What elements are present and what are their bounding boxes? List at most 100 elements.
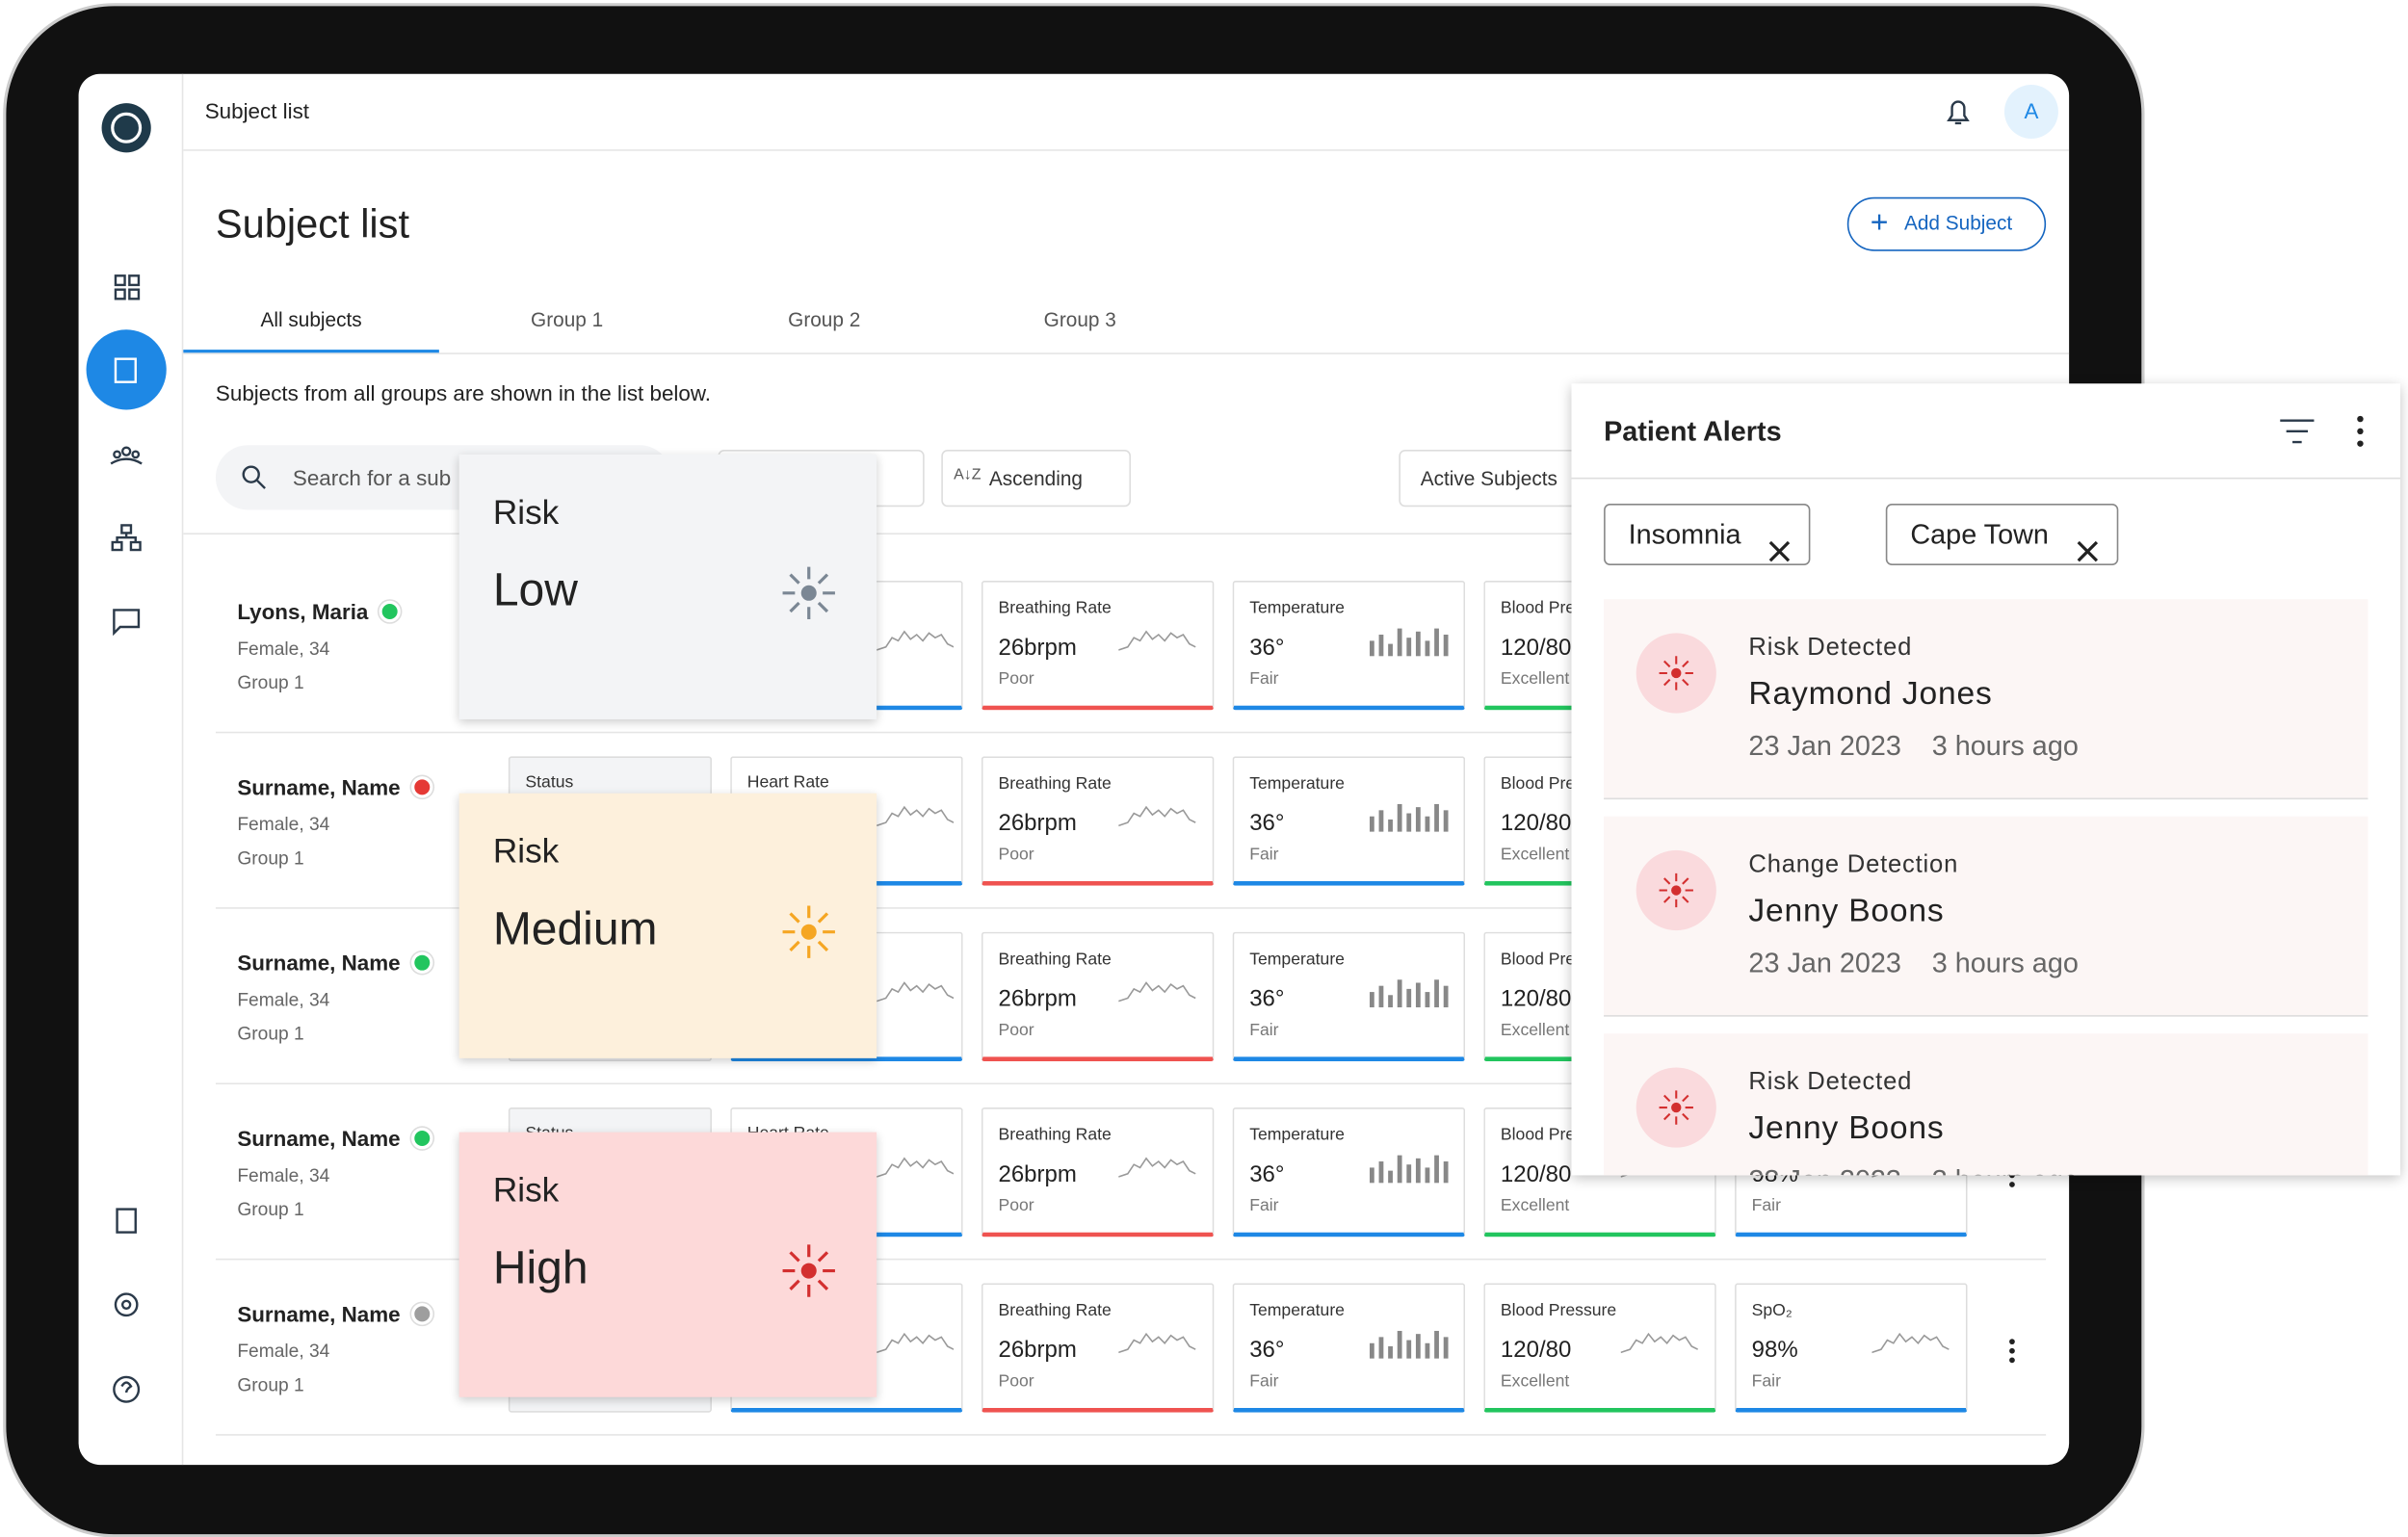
add-icon: + (1870, 206, 1889, 241)
metric-card[interactable]: Blood Pressure 120/80 Excellent (1483, 1283, 1716, 1413)
alert-type: Change Detection (1748, 851, 1959, 878)
metric-card[interactable]: Breathing Rate 26brpm Poor (981, 1107, 1215, 1237)
alert-date: 23 Jan 2023 (1748, 730, 1901, 762)
metric-card[interactable]: Temperature 36° Fair (1232, 931, 1466, 1062)
alert-name: Jenny Boons (1748, 1110, 1945, 1147)
sparkline-graphic (876, 981, 955, 1003)
metric-value: 36° (1249, 810, 1285, 837)
chip-remove (1768, 524, 1791, 583)
avatar[interactable]: A (2003, 84, 2058, 139)
metric-label: Temperature (1249, 599, 1345, 618)
metric-value: 26brpm (998, 810, 1077, 837)
metric-rating: Poor (998, 1372, 1034, 1392)
sparkline (1117, 1328, 1201, 1367)
nav-subjects-active[interactable] (86, 329, 167, 410)
risk-label: Risk (492, 831, 560, 871)
subject-group: Group 1 (237, 1198, 304, 1220)
metric-value: 26brpm (998, 1161, 1077, 1188)
metric-label: Breathing Rate (998, 774, 1112, 794)
top-bar-title: Subject list (204, 98, 310, 123)
filter-dropdown[interactable]: Active Subjects (1399, 450, 1600, 508)
metric-label: Temperature (1249, 950, 1345, 970)
metric-rating: Excellent (1500, 1372, 1570, 1392)
subject-name[interactable]: Surname, Name (237, 774, 401, 800)
subject-name[interactable]: Lyons, Maria (237, 599, 369, 624)
sparkline-graphic (1117, 805, 1196, 827)
filter-chip[interactable]: Insomnia (1604, 504, 1811, 566)
alert-icon (1635, 848, 1717, 939)
subject-info: Female, 34 (237, 1340, 330, 1362)
alert-item[interactable]: Risk Detected Jenny Boons 23 Jan 2023 3 hou… (1604, 1033, 2369, 1176)
metric-card[interactable]: SpO₂ 98% Fair (1735, 1283, 1968, 1413)
filter-label: Active Subjects (1420, 466, 1557, 490)
alert-item[interactable]: Risk Detected Raymond Jones 23 Jan 2023 3 h… (1604, 599, 2369, 800)
sparkline-graphic (876, 1332, 955, 1354)
bar-icon-graphic (1369, 628, 1449, 657)
metric-card[interactable]: Temperature 36° Fair (1232, 756, 1466, 886)
subject-info: Female, 34 (237, 988, 330, 1011)
alerts-actions[interactable] (2277, 414, 2379, 448)
subject-name[interactable]: Surname, Name (237, 1301, 401, 1327)
metric-card[interactable]: Breathing Rate 26brpm Poor (981, 931, 1215, 1062)
heart-rate-label: Heart Rate (746, 772, 829, 793)
sparkline-graphic (876, 805, 955, 827)
nav-hierarchy[interactable] (111, 524, 142, 552)
metric-rating: Excellent (1500, 1196, 1570, 1216)
metric-value: 36° (1249, 985, 1285, 1012)
metric-rating: Fair (1751, 1196, 1781, 1216)
sparkline (1117, 977, 1201, 1015)
sparkline (1620, 1328, 1704, 1367)
sparkline-graphic (1117, 1332, 1196, 1354)
add-subject-button[interactable]: Add Subject (1846, 196, 2047, 251)
tab[interactable]: Group 2 (788, 307, 861, 331)
nav-messages[interactable] (113, 609, 141, 637)
sparkline-graphic (876, 1157, 955, 1178)
sparkline-graphic (1871, 1332, 1950, 1354)
sort-dropdown[interactable]: Ascending (941, 450, 1132, 508)
alert-date: 23 Jan 2023 (1748, 947, 1901, 978)
alerts-title: Patient Alerts (1604, 415, 1782, 447)
sort-label: Ascending (988, 466, 1083, 490)
risk-card: Risk High (458, 1132, 877, 1397)
metric-card[interactable]: Breathing Rate 26brpm Poor (981, 756, 1215, 886)
row-menu-graphic (2009, 1339, 2015, 1364)
tab[interactable]: Group 1 (531, 307, 604, 331)
metric-card[interactable]: Breathing Rate 26brpm Poor (981, 581, 1215, 711)
notification-bell[interactable] (1943, 95, 1974, 129)
add-subject-label: Add Subject (1903, 211, 2013, 235)
metric-value: 26brpm (998, 985, 1077, 1012)
sparkline-graphic (1117, 981, 1196, 1003)
bar-icon (1369, 625, 1453, 664)
nav-groups[interactable] (110, 446, 143, 465)
metric-label: Breathing Rate (998, 1301, 1112, 1320)
status-label: Status (525, 772, 574, 793)
metric-rating: Poor (998, 846, 1034, 865)
row-menu (2007, 1337, 2017, 1372)
alert-icon (1635, 632, 1717, 722)
tab[interactable]: Group 3 (1043, 307, 1116, 331)
sparkline (1871, 1328, 1954, 1367)
sparkline (876, 625, 955, 664)
bar-icon (1369, 977, 1453, 1015)
risk-card: Risk Low (458, 454, 877, 719)
metric-card[interactable]: Breathing Rate 26brpm Poor (981, 1283, 1215, 1413)
alert-type: Risk Detected (1748, 1069, 1913, 1096)
alert-icon (1635, 1066, 1717, 1157)
filter-chip[interactable]: Cape Town (1885, 504, 2118, 566)
subject-name[interactable]: Surname, Name (237, 950, 401, 976)
nav-dashboard[interactable] (114, 274, 141, 300)
metric-card[interactable]: Temperature 36° Fair (1232, 581, 1466, 711)
bar-icon-graphic (1369, 1330, 1449, 1359)
nav-reports[interactable] (116, 1208, 137, 1234)
tab[interactable]: All subjects (260, 307, 362, 331)
status-dot (411, 1303, 433, 1325)
alert-icon-graphic (1636, 633, 1716, 714)
nav-settings[interactable] (114, 1292, 139, 1317)
metric-card[interactable]: Temperature 36° Fair (1232, 1107, 1466, 1237)
nav-help[interactable] (113, 1375, 141, 1403)
metric-card[interactable]: Temperature 36° Fair (1232, 1283, 1466, 1413)
alert-icon-graphic (1636, 1067, 1716, 1148)
alert-item[interactable]: Change Detection Jenny Boons 23 Jan 2023 3 … (1604, 816, 2369, 1017)
chip-label: Insomnia (1628, 519, 1741, 551)
subject-name[interactable]: Surname, Name (237, 1126, 401, 1151)
